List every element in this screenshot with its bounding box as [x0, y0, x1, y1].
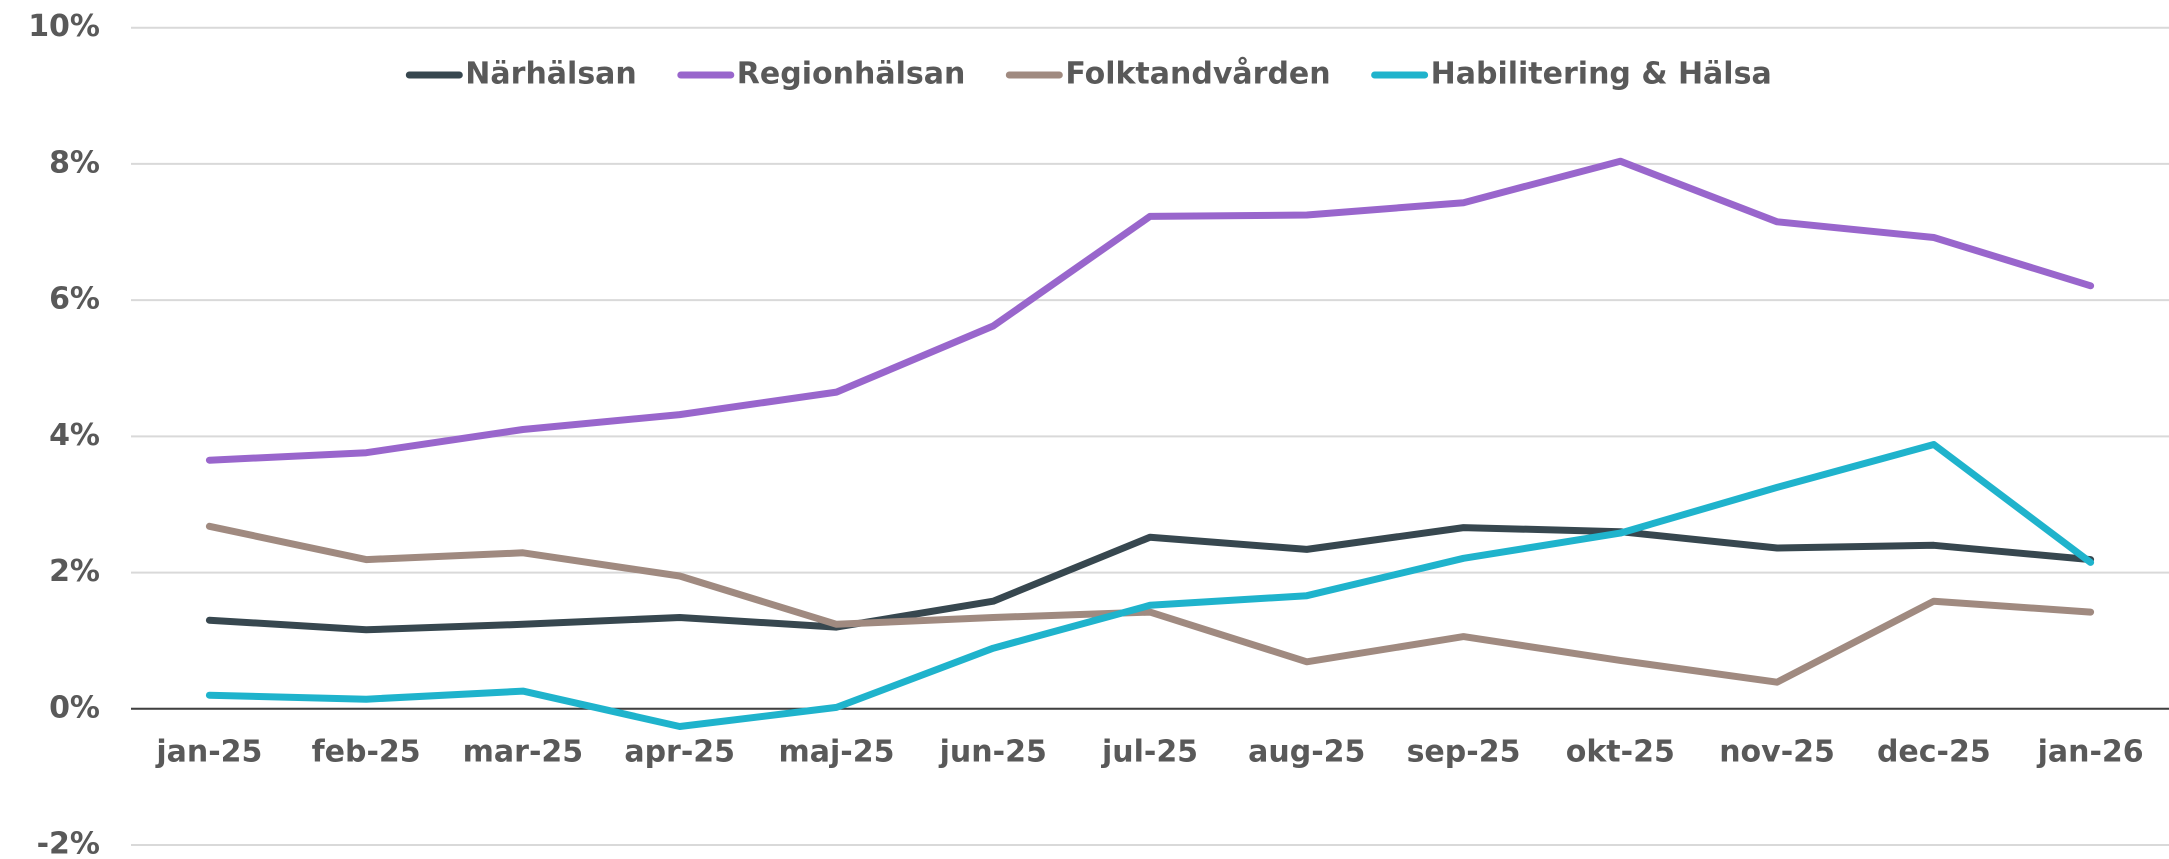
y-tick-label: 6%: [49, 282, 100, 317]
x-tick-label: jul-25: [1101, 734, 1198, 769]
y-tick-label: 0%: [49, 690, 100, 725]
y-tick-label: 10%: [28, 9, 100, 44]
x-tick-label: apr-25: [624, 734, 735, 769]
y-tick-label: 8%: [49, 145, 100, 180]
series-line: [205, 441, 2095, 730]
x-tick-label: feb-25: [312, 734, 421, 769]
y-tick-label: -2%: [37, 827, 100, 859]
x-tick-label: jan-26: [2037, 734, 2144, 769]
series-line: [205, 524, 2095, 634]
legend-label: Folktandvården: [1065, 56, 1330, 92]
x-tick-label: aug-25: [1248, 734, 1365, 769]
legend-label: Närhälsan: [465, 57, 637, 92]
x-tick-label: dec-25: [1877, 734, 1991, 769]
series-line: [205, 157, 2095, 464]
x-tick-label: jun-25: [939, 734, 1047, 769]
x-tick-label: nov-25: [1719, 734, 1835, 769]
x-tick-label: maj-25: [778, 734, 894, 769]
legend-label: Habilitering & Hälsa: [1431, 57, 1772, 92]
series-line: [205, 522, 2095, 686]
y-tick-label: 4%: [49, 418, 100, 453]
x-tick-label: jan-25: [155, 734, 262, 769]
x-tick-label: mar-25: [463, 734, 584, 769]
x-tick-label: sep-25: [1407, 734, 1521, 769]
y-tick-label: 2%: [49, 554, 100, 589]
legend-label: Regionhälsan: [737, 57, 966, 92]
x-tick-label: okt-25: [1566, 734, 1675, 769]
